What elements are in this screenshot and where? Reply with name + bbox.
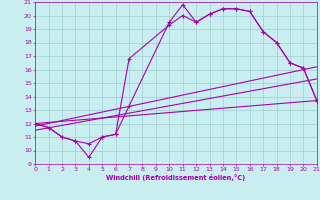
X-axis label: Windchill (Refroidissement éolien,°C): Windchill (Refroidissement éolien,°C)	[106, 174, 246, 181]
